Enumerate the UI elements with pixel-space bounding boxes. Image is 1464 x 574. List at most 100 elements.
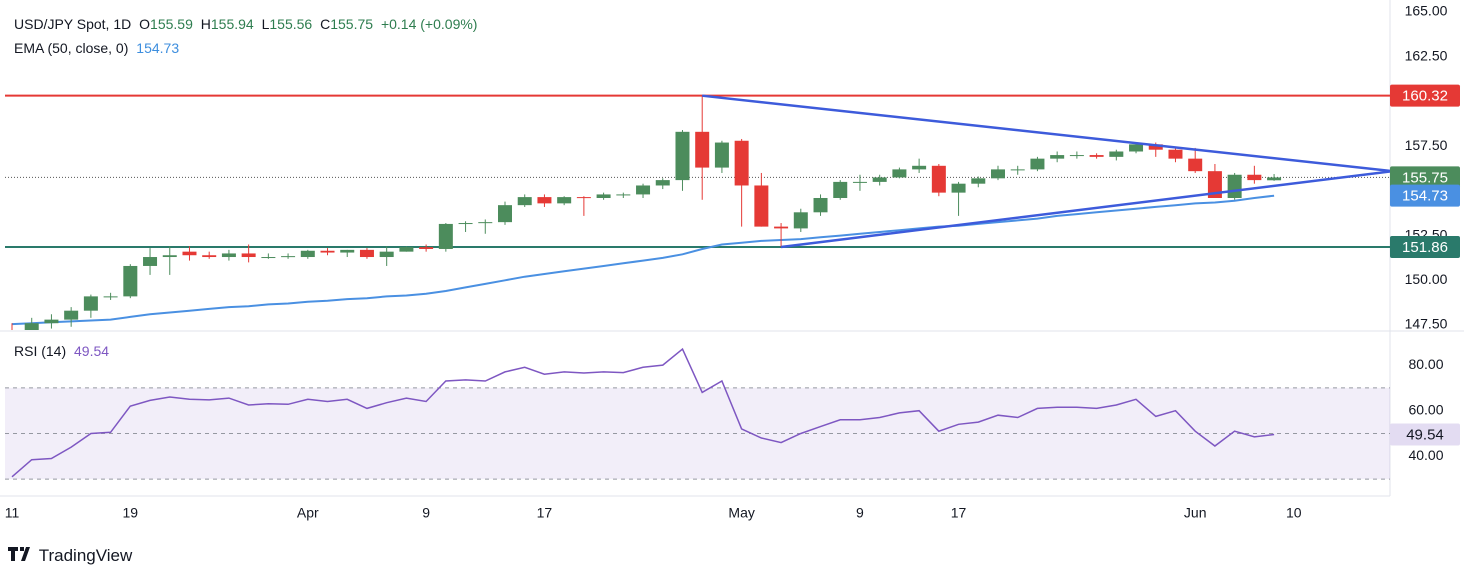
- candle-body: [1148, 144, 1163, 150]
- y-tick-label: 157.50: [1405, 137, 1448, 153]
- rsi-tag-bg: [1390, 423, 1460, 446]
- candle-body: [64, 310, 79, 320]
- ohlc-label: C: [320, 16, 331, 32]
- symbol-title: USD/JPY Spot, 1D: [14, 16, 132, 32]
- candle-body: [202, 255, 217, 258]
- candle-body: [5, 332, 19, 334]
- candle-body: [1030, 158, 1045, 170]
- candle-body: [813, 197, 828, 213]
- ohlc-label: L: [261, 16, 270, 32]
- legend-rsi: RSI (14) 49.54: [14, 343, 113, 359]
- ema-value: 154.73: [136, 40, 180, 56]
- candle-body: [793, 212, 808, 229]
- x-tick-label: 10: [1286, 505, 1302, 521]
- candle-body: [557, 197, 572, 204]
- candle-body: [655, 180, 670, 186]
- x-tick-label: 19: [123, 505, 139, 521]
- ohlc-value: 155.56: [269, 16, 313, 32]
- candle-body: [931, 165, 946, 193]
- ohlc-value: 155.59: [150, 16, 193, 32]
- ohlc-value: 155.75: [330, 16, 374, 32]
- candle-body: [340, 249, 355, 253]
- candle-body: [24, 323, 39, 330]
- candle-body: [261, 257, 276, 259]
- close-tag-bg: [1390, 166, 1460, 189]
- rsi-value: 49.54: [74, 343, 110, 359]
- candle-body: [458, 223, 473, 225]
- rsi-tick-label: 60.00: [1408, 401, 1443, 417]
- legend-ema: EMA (50, close, 0) 154.73: [14, 40, 183, 56]
- candle-body: [774, 226, 789, 229]
- candle-body: [221, 253, 236, 258]
- ohlc-value: 155.94: [210, 16, 254, 32]
- candle-body: [852, 181, 867, 183]
- trendline: [702, 94, 1390, 173]
- rsi-pane: [5, 347, 1390, 480]
- candle-body: [714, 142, 729, 168]
- brand-text: TradingView: [38, 546, 133, 565]
- y-tick-label: 147.50: [1405, 316, 1448, 332]
- candle-body: [1227, 174, 1242, 198]
- candle-body: [182, 251, 197, 256]
- candle-body: [1247, 174, 1262, 181]
- candle-body: [991, 169, 1005, 179]
- candle-body: [438, 223, 453, 249]
- candle-body: [379, 251, 394, 258]
- main-pane: [5, 94, 1390, 334]
- y-tick-label: 165.00: [1405, 3, 1448, 19]
- trendline: [780, 170, 1390, 249]
- candle-body: [419, 247, 434, 249]
- candle-body: [44, 319, 59, 324]
- y-tick-label: 162.50: [1405, 47, 1448, 63]
- candle-body: [754, 185, 769, 227]
- candle-body: [320, 250, 335, 253]
- ohlc-label: O: [139, 16, 151, 32]
- candle-body: [1089, 155, 1104, 157]
- candle-body: [971, 178, 986, 184]
- ema-name: EMA (50, close, 0): [14, 40, 129, 56]
- ema-tag: 154.73: [1402, 188, 1448, 205]
- x-tick-label: May: [728, 505, 754, 521]
- legend-main: USD/JPY Spot, 1D O155.59 H155.94 L155.56…: [14, 16, 481, 32]
- logo: [8, 547, 30, 561]
- level-tag-bg: [1390, 84, 1460, 107]
- change: +0.14 (+0.09%): [380, 16, 478, 32]
- candle-body: [872, 177, 887, 182]
- x-tick-label: 11: [5, 505, 20, 521]
- candle-body: [1010, 169, 1025, 171]
- candle-body: [399, 247, 414, 252]
- candle-body: [734, 140, 749, 186]
- x-tick-label: Jun: [1184, 505, 1207, 521]
- candle-body: [123, 265, 138, 297]
- candle-body: [537, 197, 552, 204]
- rsi-tick-label: 80.00: [1408, 356, 1443, 372]
- candle-body: [1267, 177, 1282, 181]
- candle-body: [675, 131, 690, 181]
- rsi-tick-label: 40.00: [1408, 447, 1443, 463]
- candle-body: [1188, 158, 1203, 172]
- x-tick-label: Apr: [297, 505, 319, 521]
- rsi-line: [11, 347, 1275, 478]
- candle-body: [951, 183, 966, 193]
- x-tick-label: 17: [951, 505, 967, 521]
- candle-body: [241, 253, 256, 258]
- x-tick-label: 17: [537, 505, 553, 521]
- level-tag: 151.86: [1402, 239, 1448, 256]
- level-tag: 160.32: [1402, 88, 1448, 105]
- candle-body: [1109, 151, 1124, 157]
- branding: TradingView: [8, 546, 132, 566]
- candle-body: [1050, 155, 1065, 159]
- candle-body: [1207, 171, 1222, 198]
- ohlc-label: H: [200, 16, 211, 32]
- candle-body: [616, 194, 631, 196]
- candle-body: [912, 165, 927, 170]
- candle-body: [1129, 144, 1144, 152]
- candle-body: [833, 181, 848, 198]
- rsi-tag: 49.54: [1406, 426, 1444, 443]
- y-tick-label: 150.00: [1405, 271, 1448, 287]
- candle-body: [478, 222, 493, 224]
- level-tag-bg: [1390, 236, 1460, 259]
- candle-body: [83, 296, 98, 311]
